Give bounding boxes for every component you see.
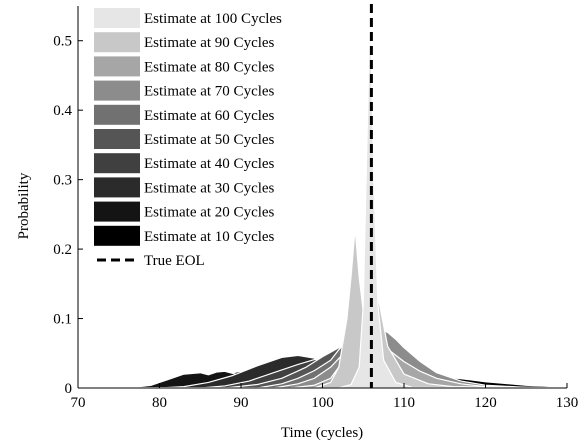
legend-swatch xyxy=(94,129,140,149)
y-axis-label: Probability xyxy=(16,172,32,239)
legend-swatch xyxy=(94,104,140,125)
legend-label: Estimate at 40 Cycles xyxy=(144,156,275,172)
legend-swatch xyxy=(94,56,140,77)
y-tick-label: 0.2 xyxy=(53,242,72,258)
legend-label: Estimate at 30 Cycles xyxy=(144,180,275,196)
legend-label: Estimate at 70 Cycles xyxy=(144,84,275,100)
legend-label: Estimate at 80 Cycles xyxy=(144,59,275,75)
x-axis-label: Time (cycles) xyxy=(281,425,363,441)
y-tick-label: 0.3 xyxy=(53,173,72,189)
y-tick-label: 0.5 xyxy=(53,34,72,50)
legend-swatch xyxy=(94,80,140,101)
legend-eol-label: True EOL xyxy=(144,253,205,269)
legend-label: Estimate at 20 Cycles xyxy=(144,205,275,221)
x-tick-label: 100 xyxy=(311,395,334,411)
legend-label: Estimate at 10 Cycles xyxy=(144,229,275,245)
legend-label: Estimate at 100 Cycles xyxy=(144,11,282,27)
x-tick-label: 70 xyxy=(71,395,86,411)
legend-swatch xyxy=(94,153,140,174)
legend-swatch xyxy=(94,225,140,246)
legend: Estimate at 100 Cycles Estimate at 90 Cyc… xyxy=(94,8,282,269)
y-tick-label: 0 xyxy=(65,381,73,397)
y-tick-label: 0.4 xyxy=(53,103,72,119)
x-tick-label: 80 xyxy=(152,395,167,411)
x-tick-label: 130 xyxy=(556,395,579,411)
area-series-group xyxy=(77,19,568,389)
legend-label: Estimate at 50 Cycles xyxy=(144,132,275,148)
y-tick-label: 0.1 xyxy=(53,312,72,328)
legend-swatch xyxy=(94,32,140,53)
x-tick-label: 110 xyxy=(393,395,415,411)
legend-label: Estimate at 90 Cycles xyxy=(144,35,275,51)
legend-label: Estimate at 60 Cycles xyxy=(144,108,275,124)
legend-swatch xyxy=(94,201,140,222)
x-tick-label: 120 xyxy=(474,395,497,411)
legend-swatch xyxy=(94,177,140,198)
axes: 70 80 90 100 110 120 130 0 0.1 0.2 0.3 0.4 0.5 xyxy=(53,6,578,411)
x-tick-label: 90 xyxy=(234,395,249,411)
legend-swatch xyxy=(94,8,140,28)
